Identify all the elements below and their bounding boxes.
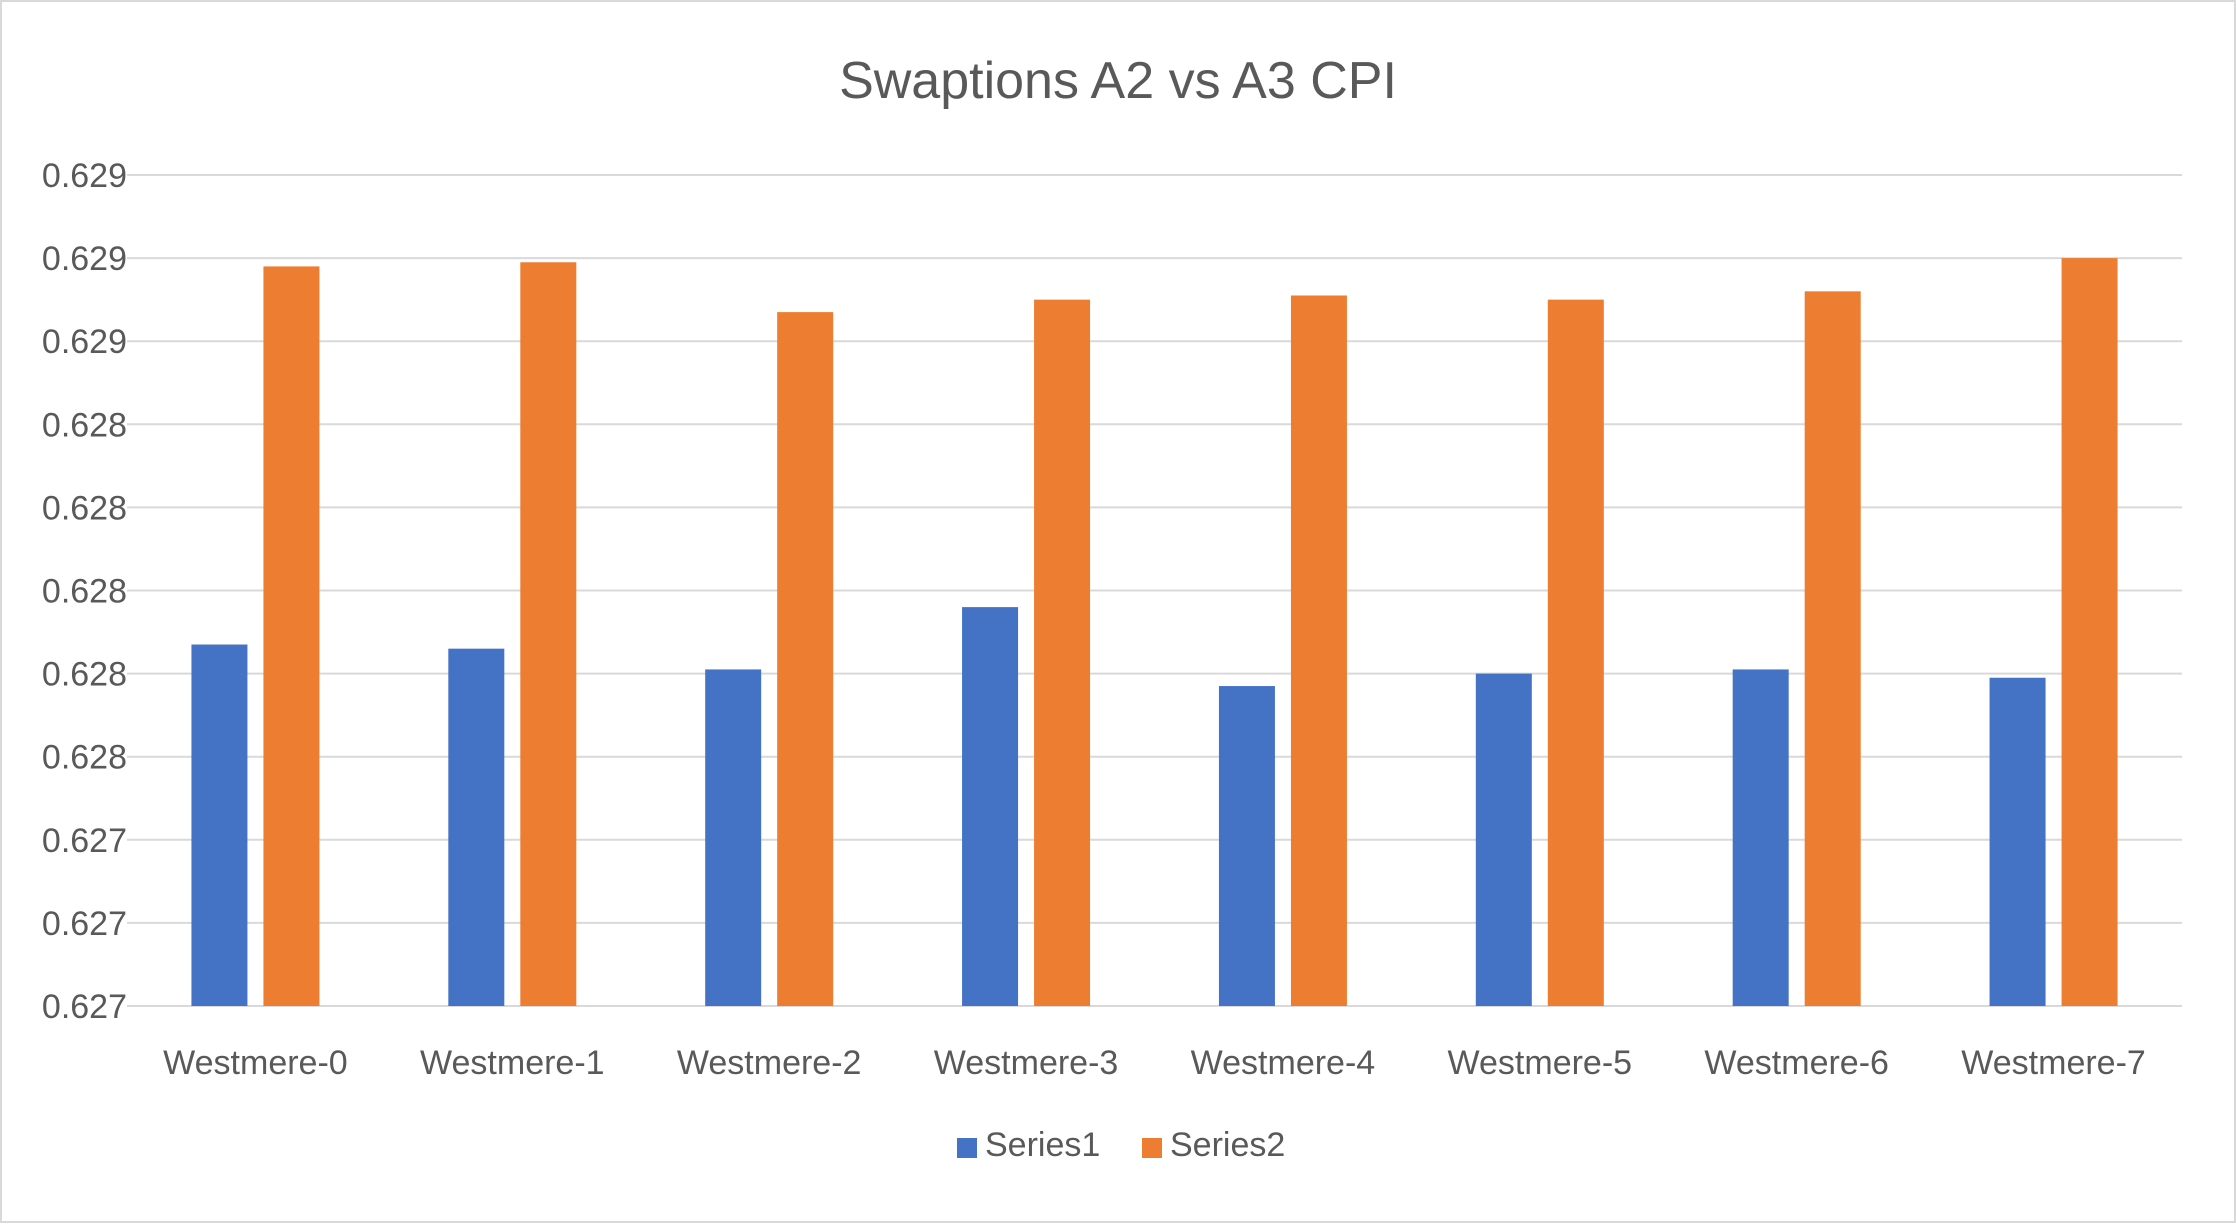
legend-swatch: [957, 1138, 977, 1158]
x-tick-label: Westmere-4: [1191, 1044, 1376, 1082]
gridlines: [127, 174, 2182, 1007]
y-tick-label: 0.629: [42, 157, 127, 195]
bar-series1-westmere-0: [191, 644, 248, 1006]
bar-series2-westmere-6: [1804, 291, 1861, 1007]
bar-series2-westmere-3: [1034, 299, 1091, 1006]
y-tick-label: 0.629: [42, 240, 127, 278]
y-tick-label: 0.628: [42, 739, 127, 777]
bar-series2-westmere-1: [520, 262, 577, 1006]
y-tick-label: 0.629: [42, 323, 127, 361]
bar-series2-westmere-7: [2061, 258, 2118, 1007]
bar-series2-westmere-2: [777, 312, 834, 1006]
bar-series2-westmere-5: [1547, 299, 1604, 1006]
bar-series1-westmere-4: [1218, 686, 1275, 1006]
bar-series1-westmere-3: [962, 607, 1019, 1006]
x-tick-label: Westmere-1: [420, 1044, 605, 1082]
y-tick-label: 0.628: [42, 573, 127, 611]
y-tick-label: 0.628: [42, 406, 127, 444]
y-axis-tick-labels: 0.627 0.627 0.627 0.628 0.628 0.628 0.628 0.628…: [42, 157, 127, 1026]
legend: Series1 Series2: [957, 1126, 1285, 1164]
bar-series1-westmere-7: [1989, 677, 2046, 1006]
x-axis-tick-labels: Westmere-0 Westmere-1 Westmere-2 Westmere-3…: [163, 1044, 2146, 1082]
legend-label: Series1: [985, 1126, 1100, 1164]
legend-label: Series2: [1170, 1126, 1285, 1164]
y-tick-label: 0.627: [42, 988, 127, 1026]
bar-series1-westmere-5: [1475, 673, 1532, 1006]
x-tick-label: Westmere-6: [1704, 1044, 1889, 1082]
bar-series2-westmere-4: [1290, 295, 1347, 1006]
bars: [191, 258, 2118, 1007]
x-tick-label: Westmere-5: [1448, 1044, 1633, 1082]
chart-title: Swaptions A2 vs A3 CPI: [839, 52, 1397, 110]
y-tick-label: 0.627: [42, 822, 127, 860]
x-tick-label: Westmere-3: [934, 1044, 1119, 1082]
x-tick-label: Westmere-0: [163, 1044, 348, 1082]
bar-series1-westmere-1: [448, 648, 505, 1006]
y-tick-label: 0.628: [42, 489, 127, 527]
bar-series1-westmere-6: [1732, 669, 1789, 1006]
bar-series2-westmere-0: [263, 266, 320, 1006]
x-tick-label: Westmere-2: [677, 1044, 862, 1082]
x-tick-label: Westmere-7: [1961, 1044, 2146, 1082]
legend-swatch: [1142, 1138, 1162, 1158]
y-tick-label: 0.627: [42, 905, 127, 943]
bar-series1-westmere-2: [705, 669, 762, 1006]
y-tick-label: 0.628: [42, 656, 127, 694]
